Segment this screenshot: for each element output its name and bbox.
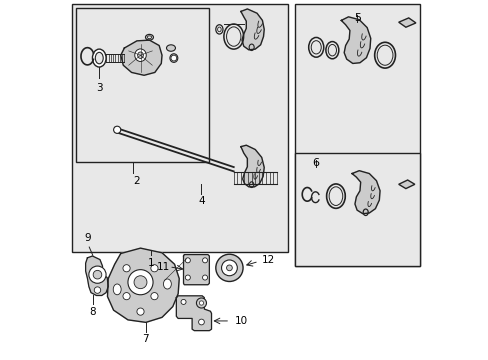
Polygon shape [351,171,379,214]
Text: 8: 8 [89,307,96,317]
Circle shape [171,55,176,61]
Circle shape [185,258,190,263]
Circle shape [151,293,158,300]
Polygon shape [176,296,211,330]
Polygon shape [183,255,209,285]
Ellipse shape [135,49,146,62]
Circle shape [93,270,102,279]
Polygon shape [398,180,414,189]
Bar [294,153,419,266]
Bar [76,8,208,162]
Text: 7: 7 [142,334,149,344]
Circle shape [196,298,206,308]
Circle shape [199,301,203,305]
Ellipse shape [113,284,121,295]
Polygon shape [241,9,264,50]
Circle shape [181,300,185,305]
Bar [72,4,287,252]
Text: 12: 12 [261,255,274,265]
Circle shape [202,258,207,263]
Text: 5: 5 [353,13,360,23]
Circle shape [221,260,237,276]
Text: 2: 2 [133,176,140,186]
Circle shape [198,319,204,325]
Circle shape [89,266,106,283]
Text: 10: 10 [234,316,247,326]
Bar [294,4,419,266]
Ellipse shape [92,49,106,67]
Ellipse shape [169,54,178,62]
Polygon shape [107,248,179,322]
Text: 6: 6 [312,158,319,168]
Circle shape [202,275,207,280]
Polygon shape [341,17,370,63]
Circle shape [134,276,147,289]
Ellipse shape [163,279,171,289]
Text: 1: 1 [148,258,154,268]
Circle shape [151,265,158,272]
Polygon shape [398,18,415,27]
Ellipse shape [95,52,103,64]
Polygon shape [121,40,162,75]
Polygon shape [241,145,264,187]
Text: 11: 11 [157,262,170,272]
Circle shape [137,308,144,315]
Circle shape [185,275,190,280]
Circle shape [128,270,153,295]
Text: 3: 3 [96,83,102,93]
Circle shape [122,293,130,300]
Text: 9: 9 [84,234,91,243]
Circle shape [113,126,121,134]
Circle shape [122,265,130,272]
Circle shape [94,287,101,293]
Polygon shape [85,256,108,296]
Ellipse shape [166,45,175,51]
Ellipse shape [137,52,143,58]
Text: 4: 4 [198,196,204,206]
Circle shape [226,265,232,271]
Circle shape [215,254,243,282]
